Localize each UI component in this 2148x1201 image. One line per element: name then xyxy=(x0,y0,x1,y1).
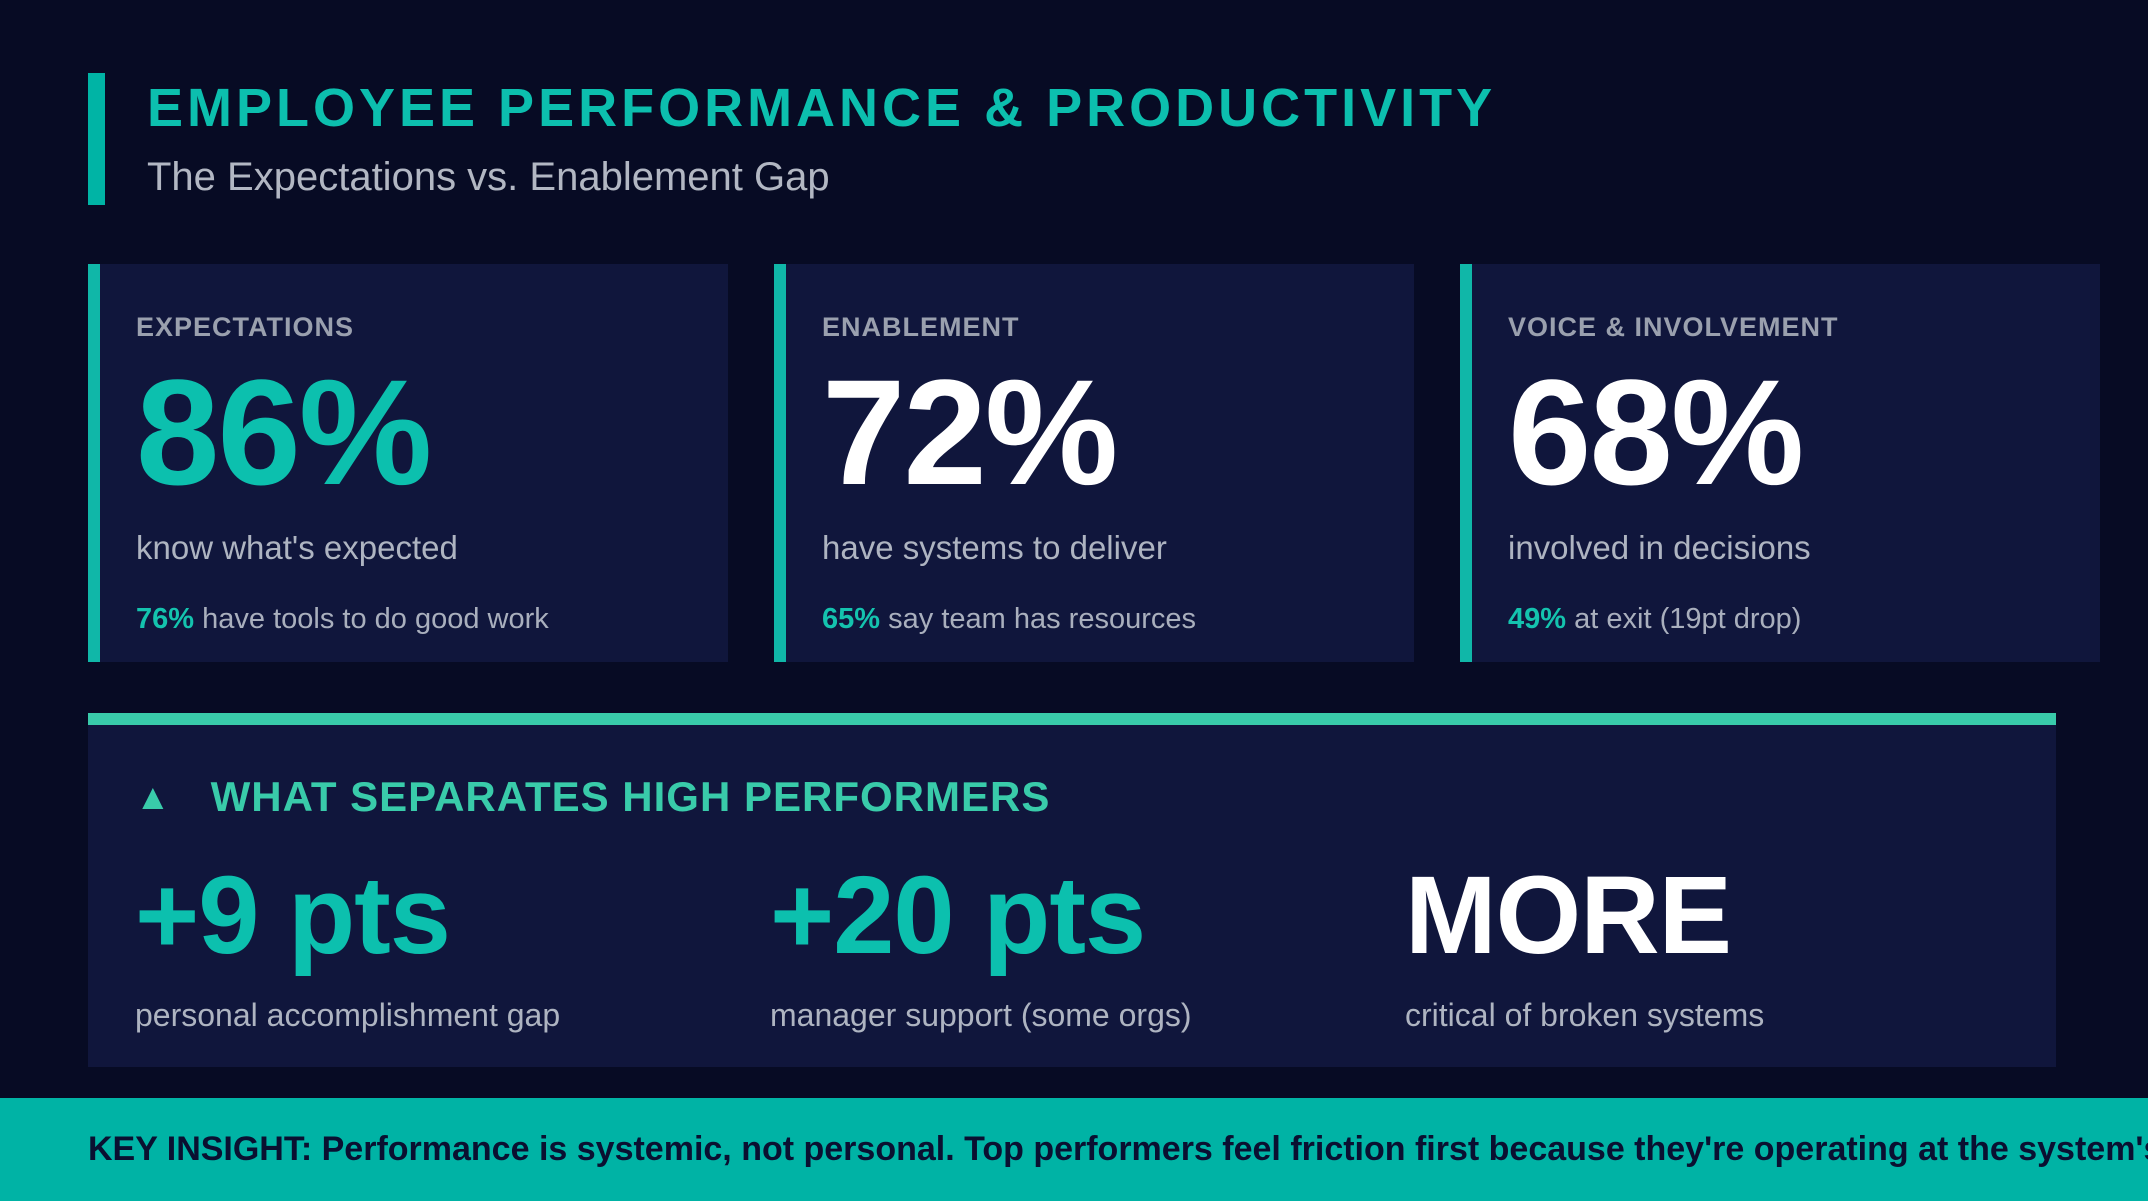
substat-value: 49% xyxy=(1508,603,1567,635)
key-insight-text: KEY INSIGHT: Performance is systemic, no… xyxy=(88,1130,2148,1168)
panel-heading: WHAT SEPARATES HIGH PERFORMERS xyxy=(210,773,1051,820)
card-substat: 65% say team has resources xyxy=(822,603,1384,636)
highlight-critical-systems: MORE critical of broken systems xyxy=(1405,861,2016,1034)
card-substat: 49% at exit (19pt drop) xyxy=(1508,603,2070,636)
card-description: have systems to deliver xyxy=(822,529,1167,566)
substat-text: at exit (19pt drop) xyxy=(1574,603,1802,635)
highlight-label: personal accomplishment gap xyxy=(135,997,561,1033)
card-label: EXPECTATIONS xyxy=(136,312,355,342)
highlight-manager-support: +20 pts manager support (some orgs) xyxy=(770,861,1405,1034)
stat-card-enablement: ENABLEMENT 72% have systems to deliver 6… xyxy=(774,264,1414,662)
highlight-value: MORE xyxy=(1405,854,1732,977)
key-insight-banner: KEY INSIGHT: Performance is systemic, no… xyxy=(0,1098,2148,1201)
highlight-label: manager support (some orgs) xyxy=(770,997,1192,1033)
stat-card-expectations: EXPECTATIONS 86% know what's expected 76… xyxy=(88,264,728,662)
card-substat: 76% have tools to do good work xyxy=(136,603,698,636)
card-value: 68% xyxy=(1508,348,1804,516)
substat-value: 76% xyxy=(136,603,195,635)
page-subtitle: The Expectations vs. Enablement Gap xyxy=(147,155,830,199)
card-value: 86% xyxy=(136,348,432,516)
high-performers-panel: ▲ WHAT SEPARATES HIGH PERFORMERS +9 pts … xyxy=(88,713,2056,1067)
highlight-value: +9 pts xyxy=(135,854,451,977)
page-title: EMPLOYEE PERFORMANCE & PRODUCTIVITY xyxy=(147,78,1497,138)
substat-text: say team has resources xyxy=(888,603,1197,635)
header-text: EMPLOYEE PERFORMANCE & PRODUCTIVITY The … xyxy=(147,73,1496,205)
header: EMPLOYEE PERFORMANCE & PRODUCTIVITY The … xyxy=(88,73,1496,205)
card-description: involved in decisions xyxy=(1508,529,1811,566)
substat-value: 65% xyxy=(822,603,881,635)
triangle-up-icon: ▲ xyxy=(135,776,171,817)
highlight-accomplishment-gap: +9 pts personal accomplishment gap xyxy=(135,861,770,1034)
stat-card-voice-involvement: VOICE & INVOLVEMENT 68% involved in deci… xyxy=(1460,264,2100,662)
panel-heading-row: ▲ WHAT SEPARATES HIGH PERFORMERS xyxy=(135,773,2016,821)
substat-text: have tools to do good work xyxy=(202,603,549,635)
header-accent-bar xyxy=(88,73,105,205)
stat-cards-row: EXPECTATIONS 86% know what's expected 76… xyxy=(88,264,2100,662)
card-label: ENABLEMENT xyxy=(822,312,1020,342)
highlight-value: +20 pts xyxy=(770,854,1146,977)
highlight-label: critical of broken systems xyxy=(1405,997,1765,1033)
card-value: 72% xyxy=(822,348,1118,516)
card-description: know what's expected xyxy=(136,529,458,566)
card-label: VOICE & INVOLVEMENT xyxy=(1508,312,1839,342)
highlights-grid: +9 pts personal accomplishment gap +20 p… xyxy=(135,861,2016,1034)
